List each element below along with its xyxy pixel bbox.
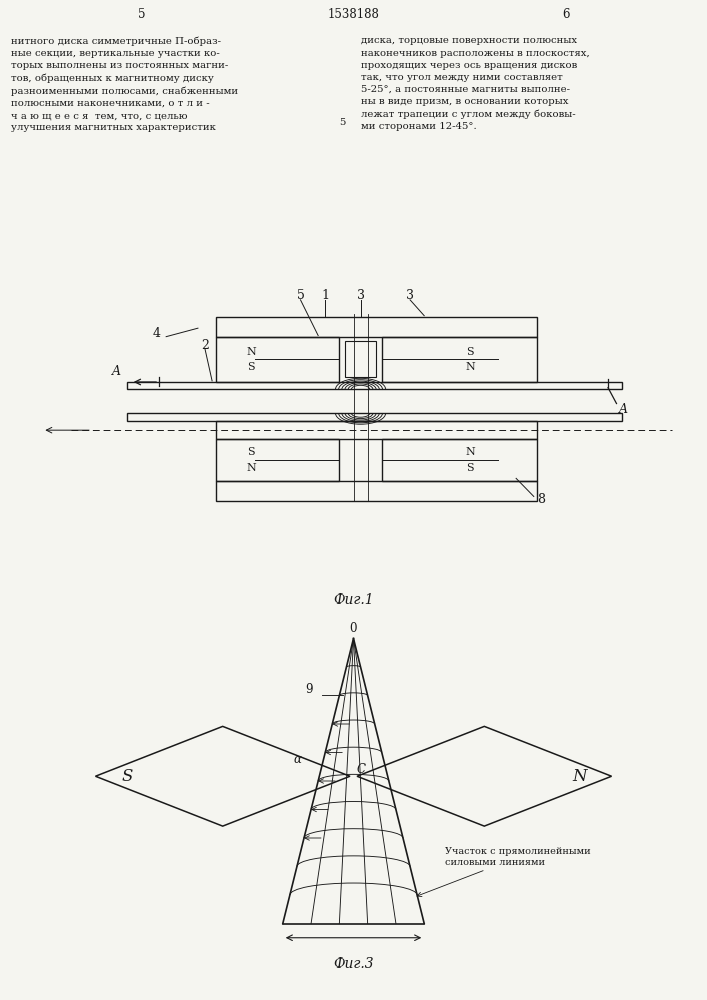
- Text: 5: 5: [339, 118, 346, 127]
- Text: 4: 4: [153, 327, 161, 340]
- Text: 5: 5: [296, 289, 305, 302]
- Text: S: S: [122, 768, 133, 785]
- Text: C: C: [356, 763, 365, 776]
- Text: α: α: [293, 753, 301, 766]
- Text: Участок с прямолинейными
силовыми линиями: Участок с прямолинейными силовыми линиям…: [417, 848, 591, 897]
- Text: S: S: [247, 362, 255, 372]
- Text: 2: 2: [201, 339, 209, 352]
- Text: Фиг.3: Фиг.3: [333, 957, 374, 971]
- Text: A: A: [619, 403, 628, 416]
- Text: 6: 6: [562, 8, 569, 21]
- Text: N: N: [465, 362, 475, 372]
- Text: 3: 3: [356, 289, 365, 302]
- Text: 1: 1: [321, 289, 329, 302]
- Text: нитного диска симметричные П-образ-
ные секции, вертикальные участки ко-
торых в: нитного диска симметричные П-образ- ные …: [11, 36, 238, 132]
- Text: A: A: [112, 365, 121, 378]
- Text: диска, торцовые поверхности полюсных
наконечников расположены в плоскостях,
прох: диска, торцовые поверхности полюсных нак…: [361, 36, 590, 131]
- Text: 8: 8: [537, 493, 545, 506]
- Text: S: S: [247, 447, 255, 457]
- Text: Фиг.1: Фиг.1: [333, 593, 374, 607]
- Text: 5: 5: [138, 8, 145, 21]
- Text: 1538188: 1538188: [327, 8, 380, 21]
- Text: S: S: [467, 463, 474, 473]
- Text: 0: 0: [350, 622, 357, 635]
- Text: S: S: [467, 347, 474, 357]
- Text: N: N: [246, 347, 256, 357]
- Text: N: N: [465, 447, 475, 457]
- Text: 9: 9: [305, 683, 312, 696]
- Text: N: N: [246, 463, 256, 473]
- Text: N: N: [573, 768, 587, 785]
- Text: 3: 3: [406, 289, 414, 302]
